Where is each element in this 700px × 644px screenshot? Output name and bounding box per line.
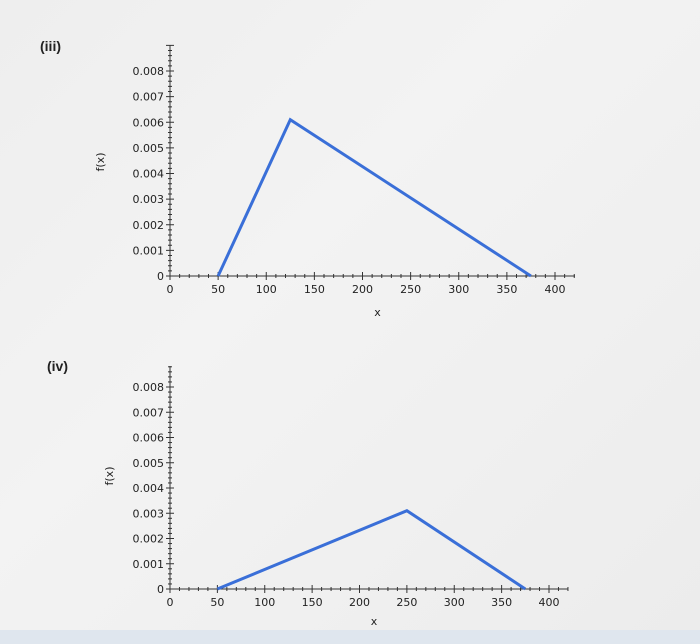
x-tick-label: 300 [448,283,469,296]
y-tick-label: 0.006 [133,432,165,445]
x-tick-label: 400 [545,283,566,296]
series-line [216,117,532,278]
x-tick-label: 300 [444,596,465,609]
x-tick-label: 0 [167,596,174,609]
y-tick-label: 0.003 [133,193,165,206]
x-tick-label: 350 [496,283,517,296]
y-axis-label: f(x) [103,467,116,486]
x-axis-label: x [374,306,381,319]
x-tick-label: 150 [304,283,325,296]
y-tick-label: 0 [157,270,164,283]
chart-iii: 0 0.001 0.002 0.003 0.004 0.005 0.006 0.007 0.00… [94,44,575,319]
y-tick-label: 0.007 [133,406,165,419]
axes-group: 0 0.001 0.002 0.003 0.004 0.005 0.006 0.007 0.00… [94,44,575,319]
y-tick-label: 0.002 [133,219,165,232]
x-tick-label: 50 [211,283,225,296]
x-tick-label: 150 [302,596,323,609]
x-tick-label: 0 [167,283,174,296]
panel-label-iv: (iv) [47,358,68,374]
y-tick-label: 0.004 [133,168,165,181]
series-line [216,509,527,591]
bottom-strip [0,630,700,644]
y-tick-label: 0.001 [133,244,165,257]
y-tick-label: 0.004 [133,482,165,495]
y-tick-label: 0.007 [133,91,165,104]
chart-iv: 0 0.001 0.002 0.003 0.004 0.005 0.006 0.007 0.00… [103,366,569,628]
x-tick-label: 100 [254,596,275,609]
y-tick-label: 0.008 [133,381,165,394]
y-tick-label: 0 [157,583,164,596]
x-tick-label: 400 [539,596,560,609]
y-tick-label: 0.006 [133,116,165,129]
x-tick-label: 350 [491,596,512,609]
y-tick-label: 0.005 [133,457,165,470]
y-tick-label: 0.001 [133,558,165,571]
x-tick-label: 200 [349,596,370,609]
y-tick-label: 0.003 [133,507,165,520]
x-tick-label: 100 [256,283,277,296]
panel-label-iii: (iii) [40,38,61,54]
y-tick-label: 0.002 [133,533,165,546]
x-tick-label: 250 [396,596,417,609]
x-axis-label: x [371,615,378,628]
y-tick-label: 0.005 [133,142,165,155]
y-tick-label: 0.008 [133,65,165,78]
y-axis-label: f(x) [94,153,107,172]
axes-group: 0 0.001 0.002 0.003 0.004 0.005 0.006 0.007 0.00… [103,366,569,628]
x-tick-label: 250 [400,283,421,296]
x-tick-label: 200 [352,283,373,296]
x-tick-label: 50 [210,596,224,609]
